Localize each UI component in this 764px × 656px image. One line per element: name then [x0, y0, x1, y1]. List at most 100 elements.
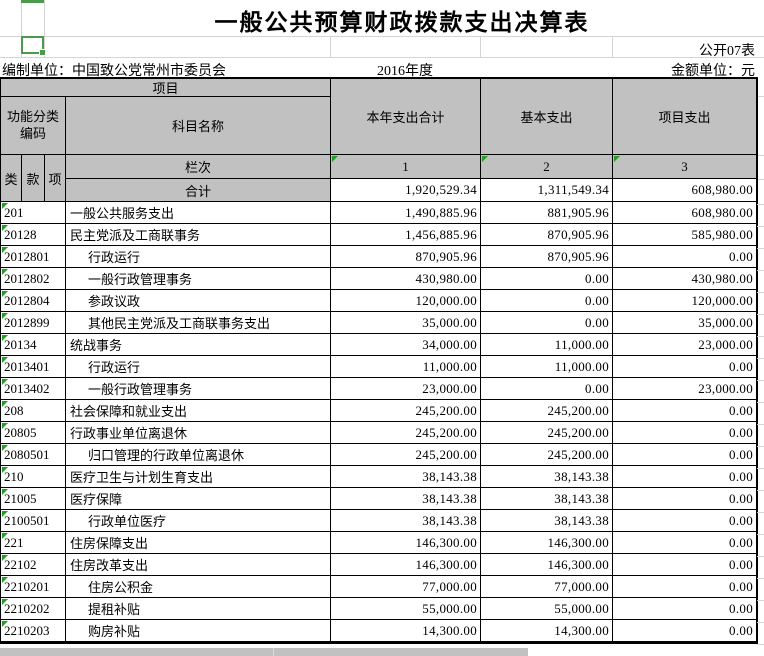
row-value-total-cell[interactable]: 11,000.00	[331, 356, 481, 378]
row-value-basic-cell[interactable]: 14,300.00	[481, 620, 613, 642]
row-value-basic-cell[interactable]: 245,200.00	[481, 400, 613, 422]
row-value-project-cell[interactable]: 0.00	[613, 444, 756, 466]
row-value-project-cell[interactable]: 0.00	[613, 532, 756, 554]
row-value-project-cell[interactable]: 0.00	[613, 598, 756, 620]
row-value-project-cell[interactable]: 23,000.00	[613, 378, 756, 400]
row-value-project-cell[interactable]: 0.00	[613, 488, 756, 510]
row-value-total-cell[interactable]: 1,456,885.96	[331, 224, 481, 246]
row-value-basic-cell[interactable]: 11,000.00	[481, 334, 613, 356]
year-cell[interactable]: 2016年度	[377, 64, 433, 79]
total-row-value-project[interactable]: 608,980.00	[613, 179, 756, 202]
column-number-cell[interactable]: 2	[481, 155, 613, 179]
row-code-cell[interactable]: 2012802	[1, 268, 66, 290]
row-value-basic-cell[interactable]: 77,000.00	[481, 576, 613, 598]
row-value-project-cell[interactable]: 0.00	[613, 356, 756, 378]
row-name-cell[interactable]: 医疗保障	[66, 488, 331, 510]
row-value-total-cell[interactable]: 38,143.38	[331, 510, 481, 532]
column-number-cell[interactable]: 1	[331, 155, 481, 179]
row-name-cell[interactable]: 住房公积金	[66, 576, 331, 598]
row-name-cell[interactable]: 医疗卫生与计划生育支出	[66, 466, 331, 488]
row-code-cell[interactable]: 2080501	[1, 444, 66, 466]
row-code-cell[interactable]: 2100501	[1, 510, 66, 532]
row-name-cell[interactable]: 一般行政管理事务	[66, 268, 331, 290]
row-value-total-cell[interactable]: 34,000.00	[331, 334, 481, 356]
row-value-project-cell[interactable]: 0.00	[613, 576, 756, 598]
row-value-project-cell[interactable]: 0.00	[613, 620, 756, 642]
header-cell-year-total[interactable]: 本年支出合计	[331, 79, 481, 155]
row-value-project-cell[interactable]: 35,000.00	[613, 312, 756, 334]
preparer-cell[interactable]: 编制单位：中国致公党常州市委员会	[2, 64, 226, 79]
row-value-total-cell[interactable]: 38,143.38	[331, 488, 481, 510]
row-value-basic-cell[interactable]: 38,143.38	[481, 488, 613, 510]
row-code-cell[interactable]: 20128	[1, 224, 66, 246]
row-value-project-cell[interactable]: 608,980.00	[613, 202, 756, 224]
row-name-cell[interactable]: 提租补贴	[66, 598, 331, 620]
row-code-cell[interactable]: 2210203	[1, 620, 66, 642]
row-value-basic-cell[interactable]: 870,905.96	[481, 224, 613, 246]
row-value-basic-cell[interactable]: 0.00	[481, 268, 613, 290]
row-value-project-cell[interactable]: 0.00	[613, 510, 756, 532]
row-value-total-cell[interactable]: 35,000.00	[331, 312, 481, 334]
row-value-basic-cell[interactable]: 870,905.96	[481, 246, 613, 268]
column-number-cell[interactable]: 3	[613, 155, 756, 179]
row-value-basic-cell[interactable]: 0.00	[481, 378, 613, 400]
row-code-cell[interactable]: 2012899	[1, 312, 66, 334]
row-value-project-cell[interactable]: 430,980.00	[613, 268, 756, 290]
row-value-total-cell[interactable]: 245,200.00	[331, 422, 481, 444]
row-name-cell[interactable]: 社会保障和就业支出	[66, 400, 331, 422]
row-value-basic-cell[interactable]: 146,300.00	[481, 532, 613, 554]
total-row-value-basic[interactable]: 1,311,549.34	[481, 179, 613, 202]
row-name-cell[interactable]: 一般公共服务支出	[66, 202, 331, 224]
row-name-cell[interactable]: 购房补贴	[66, 620, 331, 642]
row-code-cell[interactable]: 201	[1, 202, 66, 224]
header-cell-project[interactable]: 项目	[1, 79, 331, 97]
row-value-basic-cell[interactable]: 38,143.38	[481, 510, 613, 532]
row-code-cell[interactable]: 2012801	[1, 246, 66, 268]
row-value-basic-cell[interactable]: 245,200.00	[481, 422, 613, 444]
header-cell-lanci[interactable]: 栏次	[66, 155, 331, 179]
row-value-total-cell[interactable]: 38,143.38	[331, 466, 481, 488]
row-name-cell[interactable]: 行政运行	[66, 246, 331, 268]
row-name-cell[interactable]: 统战事务	[66, 334, 331, 356]
row-value-basic-cell[interactable]: 38,143.38	[481, 466, 613, 488]
row-name-cell[interactable]: 参政议政	[66, 290, 331, 312]
row-value-basic-cell[interactable]: 245,200.00	[481, 444, 613, 466]
row-code-cell[interactable]: 208	[1, 400, 66, 422]
row-code-cell[interactable]: 2013402	[1, 378, 66, 400]
row-value-total-cell[interactable]: 870,905.96	[331, 246, 481, 268]
header-cell-xiang[interactable]: 项	[45, 155, 66, 202]
row-value-project-cell[interactable]: 0.00	[613, 422, 756, 444]
row-value-basic-cell[interactable]: 0.00	[481, 312, 613, 334]
row-name-cell[interactable]: 行政运行	[66, 356, 331, 378]
amount-unit-cell[interactable]: 金额单位：元	[671, 64, 755, 79]
total-row-label[interactable]: 合计	[66, 179, 331, 202]
row-value-total-cell[interactable]: 1,490,885.96	[331, 202, 481, 224]
row-name-cell[interactable]: 住房保障支出	[66, 532, 331, 554]
row-value-project-cell[interactable]: 0.00	[613, 400, 756, 422]
row-code-cell[interactable]: 221	[1, 532, 66, 554]
row-code-cell[interactable]: 20805	[1, 422, 66, 444]
row-value-total-cell[interactable]: 77,000.00	[331, 576, 481, 598]
row-code-cell[interactable]: 2210201	[1, 576, 66, 598]
row-name-cell[interactable]: 其他民主党派及工商联事务支出	[66, 312, 331, 334]
row-name-cell[interactable]: 一般行政管理事务	[66, 378, 331, 400]
row-value-project-cell[interactable]: 23,000.00	[613, 334, 756, 356]
row-value-basic-cell[interactable]: 146,300.00	[481, 554, 613, 576]
row-value-basic-cell[interactable]: 0.00	[481, 290, 613, 312]
header-cell-lei[interactable]: 类	[1, 155, 22, 202]
row-code-cell[interactable]: 2012804	[1, 290, 66, 312]
row-value-total-cell[interactable]: 14,300.00	[331, 620, 481, 642]
header-cell-subject-name[interactable]: 科目名称	[66, 97, 331, 155]
sheet-number-label[interactable]: 公开07表	[699, 44, 755, 59]
row-code-cell[interactable]: 21005	[1, 488, 66, 510]
row-code-cell[interactable]: 2210202	[1, 598, 66, 620]
row-value-total-cell[interactable]: 55,000.00	[331, 598, 481, 620]
row-value-total-cell[interactable]: 430,980.00	[331, 268, 481, 290]
header-cell-func-code[interactable]: 功能分类编码	[1, 97, 66, 155]
row-name-cell[interactable]: 住房改革支出	[66, 554, 331, 576]
row-code-cell[interactable]: 20134	[1, 334, 66, 356]
row-value-project-cell[interactable]: 0.00	[613, 246, 756, 268]
row-value-total-cell[interactable]: 146,300.00	[331, 554, 481, 576]
row-code-cell[interactable]: 22102	[1, 554, 66, 576]
row-value-project-cell[interactable]: 120,000.00	[613, 290, 756, 312]
